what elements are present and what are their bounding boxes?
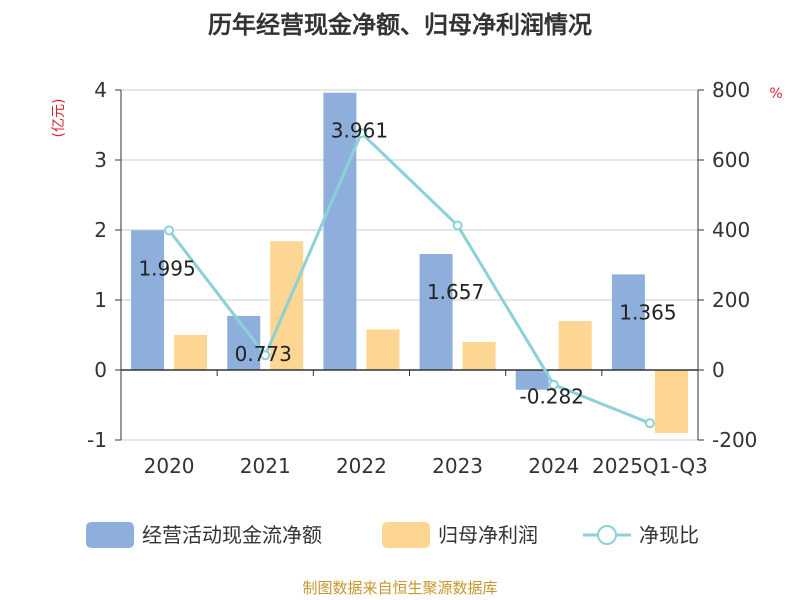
legend-item: 归母净利润 xyxy=(382,522,538,548)
left-tick-label: 1 xyxy=(94,288,107,312)
data-label: 1.995 xyxy=(138,256,195,280)
bar-net-profit xyxy=(366,329,400,370)
axes: -1 0 1 2 3 4 -200 0 200 400 600 800 2020 2021 2022 2023… xyxy=(87,78,757,478)
ratio-point xyxy=(164,225,175,236)
bar-cashflow xyxy=(323,92,357,370)
gridlines xyxy=(121,89,698,441)
x-tick-label: 2021 xyxy=(240,454,291,478)
x-tick-label: 2023 xyxy=(432,454,483,478)
legend-item: 经营活动现金流净额 xyxy=(86,522,322,548)
bar-net-profit xyxy=(462,342,496,370)
bar-cashflow xyxy=(131,230,165,370)
legend-label: 经营活动现金流净额 xyxy=(142,523,322,547)
legend-marker xyxy=(597,525,617,545)
data-label: -0.282 xyxy=(520,385,584,409)
ratio-point xyxy=(548,379,559,390)
legend-item: 净现比 xyxy=(583,523,699,547)
legend: 经营活动现金流净额 归母净利润 净现比 xyxy=(86,522,699,548)
left-tick-label: 4 xyxy=(94,78,107,102)
data-labels: 1.995 0.773 3.961 1.657 -0.282 1.365 xyxy=(138,119,676,409)
x-tick-label: 2024 xyxy=(528,454,579,478)
right-tick-label: 0 xyxy=(712,358,725,382)
left-tick-label: 3 xyxy=(94,148,107,172)
right-tick-label: 800 xyxy=(712,78,750,102)
bar-net-profit xyxy=(558,321,592,370)
data-label: 0.773 xyxy=(235,342,292,366)
left-axis-unit: (亿元) xyxy=(51,99,67,138)
legend-swatch xyxy=(382,522,430,548)
right-tick-label: 400 xyxy=(712,218,750,242)
legend-label: 净现比 xyxy=(639,523,699,547)
bar-net-profit xyxy=(174,335,208,370)
ratio-line-path xyxy=(167,130,651,425)
bar-cashflow xyxy=(611,274,645,370)
left-tick-label: 0 xyxy=(94,358,107,382)
source-note: 制图数据来自恒生聚源数据库 xyxy=(302,579,497,597)
ratio-point xyxy=(356,128,367,139)
legend-swatch xyxy=(86,522,134,548)
x-tick-label: 2022 xyxy=(336,454,387,478)
x-tick-label: 2025Q1-Q3 xyxy=(592,454,708,478)
data-label: 1.365 xyxy=(619,300,676,324)
ratio-line xyxy=(164,128,655,429)
x-tick-label: 2020 xyxy=(144,454,195,478)
left-tick-label: 2 xyxy=(94,218,107,242)
ratio-point xyxy=(644,418,655,429)
right-tick-label: -200 xyxy=(712,428,757,452)
bar-net-profit xyxy=(654,370,688,433)
legend-label: 归母净利润 xyxy=(438,523,538,547)
ratio-point xyxy=(452,220,463,231)
data-label: 1.657 xyxy=(427,280,484,304)
right-axis-unit: % xyxy=(769,86,782,102)
bar-cashflow xyxy=(515,370,549,390)
ratio-point xyxy=(260,350,271,361)
bars xyxy=(131,92,688,433)
bar-cashflow xyxy=(419,254,453,370)
right-tick-label: 600 xyxy=(712,148,750,172)
chart-title: 历年经营现金净额、归母净利润情况 xyxy=(208,11,592,39)
left-tick-label: -1 xyxy=(87,428,107,452)
right-tick-label: 200 xyxy=(712,288,750,312)
data-label: 3.961 xyxy=(331,119,388,143)
